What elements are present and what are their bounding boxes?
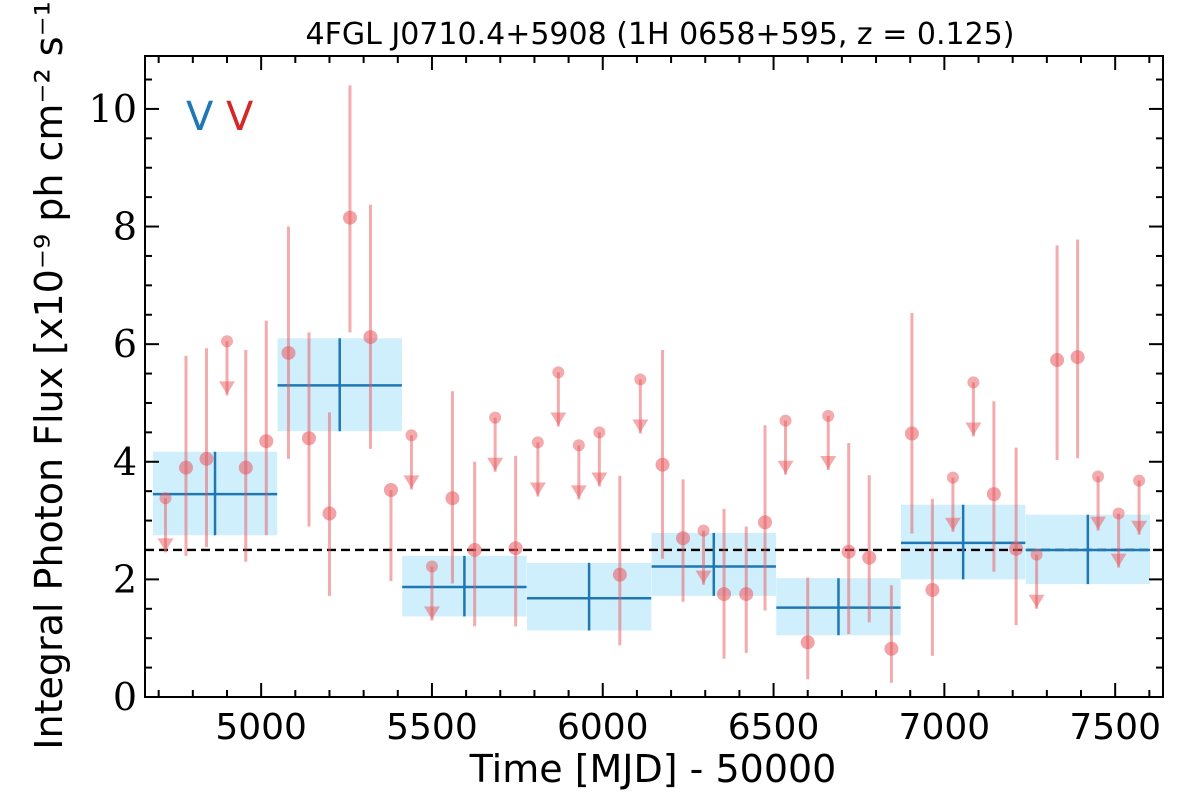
upper-limit-point (1133, 474, 1146, 487)
upper-limit-arrow (218, 381, 235, 395)
flux-point (1070, 350, 1085, 365)
flux-point (1009, 541, 1024, 556)
y-tick-label: 4 (113, 440, 137, 484)
upper-limit-arrow (403, 475, 420, 489)
x-tick-label: 5000 (215, 707, 307, 748)
flux-point (467, 542, 482, 557)
upper-limit-arrow (777, 460, 794, 474)
upper-limit-arrow (965, 422, 982, 436)
upper-limit-point (822, 409, 835, 422)
flux-point (281, 345, 296, 360)
x-axis-label: Time [MJD] - 50000 (469, 747, 837, 791)
upper-limit-arrow (1131, 520, 1148, 534)
y-tick-label: 0 (113, 675, 137, 719)
flux-point (383, 482, 398, 497)
flux-point (342, 210, 357, 225)
upper-limit-arrow (591, 472, 608, 486)
upper-limit-arrow (944, 517, 961, 531)
flux-point (986, 487, 1001, 502)
upper-limit-point (531, 436, 544, 449)
upper-limit-arrow (529, 482, 546, 496)
variability-flag-fine: V (226, 94, 254, 140)
flux-point (800, 635, 815, 650)
upper-limit-point (220, 335, 233, 348)
upper-limit-arrow (632, 419, 649, 433)
flux-point (739, 587, 754, 602)
plot-region (145, 85, 1163, 683)
upper-limit-point (425, 560, 438, 573)
upper-limit-point (779, 414, 792, 427)
upper-limit-arrow (550, 412, 567, 426)
y-tick-label: 2 (113, 557, 137, 601)
upper-limit-point (634, 373, 647, 386)
flux-point (301, 431, 316, 446)
upper-limit-point (489, 411, 502, 424)
axes-ticks: 5000 5500 6000 6500 7000 7500 0 2 4 6 8 10 (89, 56, 1163, 748)
chart-title: 4FGL J0710.4+5908 (1H 0658+595, z = 0.12… (306, 17, 1015, 52)
x-tick-label: 6000 (557, 707, 649, 748)
upper-limit-arrow (157, 538, 174, 552)
flux-point (884, 641, 899, 656)
flux-point (655, 457, 670, 472)
upper-limit-point (593, 426, 606, 439)
flux-point (862, 550, 877, 565)
upper-limit-arrow (423, 606, 440, 620)
flux-point (758, 515, 773, 530)
flux-point (178, 460, 193, 475)
flux-point (841, 544, 856, 559)
flux-point (199, 451, 214, 466)
flux-point (1050, 353, 1065, 368)
flux-point (904, 426, 919, 441)
upper-limit-point (1030, 548, 1043, 561)
upper-limit-point (1112, 507, 1125, 520)
upper-limit-point (159, 492, 172, 505)
x-tick-label: 6500 (728, 707, 820, 748)
upper-limit-point (1092, 470, 1105, 483)
upper-limit-point (572, 439, 585, 452)
flux-point (676, 531, 691, 546)
upper-limit-arrow (695, 570, 712, 584)
y-tick-label: 6 (113, 322, 137, 366)
flux-point (717, 587, 732, 602)
y-axis-label: Integral Photon Flux [x10⁻⁹ ph cm⁻² s⁻¹] (27, 0, 71, 750)
upper-limit-arrow (1090, 516, 1107, 530)
variability-flag-binned: V (186, 94, 214, 140)
flux-point (238, 460, 253, 475)
plot-frame (144, 55, 1164, 698)
upper-limit-point (697, 524, 710, 537)
upper-limit-arrow (1110, 553, 1127, 567)
upper-limit-arrow (487, 457, 504, 471)
upper-limit-arrow (820, 456, 837, 470)
upper-limit-arrow (570, 485, 587, 499)
upper-limit-point (405, 429, 418, 442)
upper-limit-point (552, 366, 565, 379)
flux-point (612, 567, 627, 582)
flux-point (259, 434, 274, 449)
flux-point (363, 330, 378, 345)
y-tick-label: 8 (113, 205, 137, 249)
upper-limit-point (946, 471, 959, 484)
flux-point (322, 506, 337, 521)
flux-point (445, 491, 460, 506)
x-tick-label: 7500 (1069, 707, 1161, 748)
flux-point (508, 541, 523, 556)
x-tick-label: 5500 (386, 707, 478, 748)
upper-limit-point (967, 376, 980, 389)
y-tick-label: 10 (89, 87, 137, 131)
x-tick-label: 7000 (899, 707, 991, 748)
flux-point (925, 582, 940, 597)
upper-limit-arrow (1028, 594, 1045, 608)
